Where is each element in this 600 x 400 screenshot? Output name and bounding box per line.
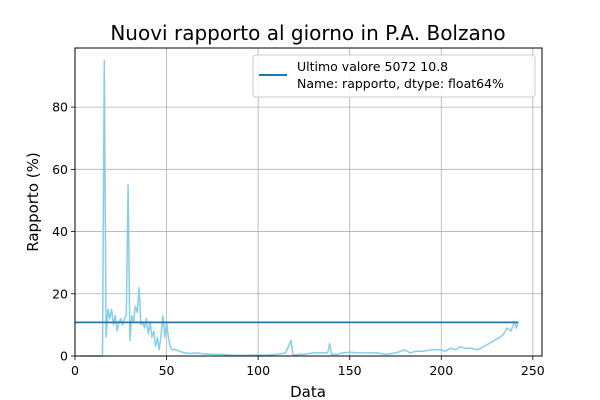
x-tick-label: 250 <box>521 363 545 378</box>
x-tick-label: 100 <box>246 363 270 378</box>
y-tick-label: 60 <box>52 162 68 177</box>
x-tick-label: 150 <box>338 363 362 378</box>
y-tick-label: 0 <box>60 349 68 364</box>
ticks: 0 50 100 150 200 250 0 20 40 60 80 <box>52 100 545 378</box>
series-line <box>80 59 519 357</box>
legend-box <box>252 54 536 98</box>
x-axis-label: Data <box>290 383 326 400</box>
x-tick-label: 50 <box>159 363 175 378</box>
y-tick-label: 80 <box>52 100 68 115</box>
legend: Ultimo valore 5072 10.8 Name: rapporto, … <box>252 54 536 98</box>
grid <box>74 48 542 357</box>
x-tick-label: 200 <box>429 363 453 378</box>
legend-line-1: Ultimo valore 5072 10.8 <box>297 59 448 74</box>
series-layer <box>75 59 519 357</box>
chart-title: Nuovi rapporto al giorno in P.A. Bolzano <box>110 21 505 45</box>
y-tick-label: 40 <box>52 224 68 239</box>
plot-frame <box>74 47 543 357</box>
legend-line-2: Name: rapporto, dtype: float64% <box>297 76 504 91</box>
x-tick-label: 0 <box>71 363 79 378</box>
y-axis-label: Rapporto (%) <box>24 152 42 251</box>
y-tick-label: 20 <box>52 286 68 301</box>
